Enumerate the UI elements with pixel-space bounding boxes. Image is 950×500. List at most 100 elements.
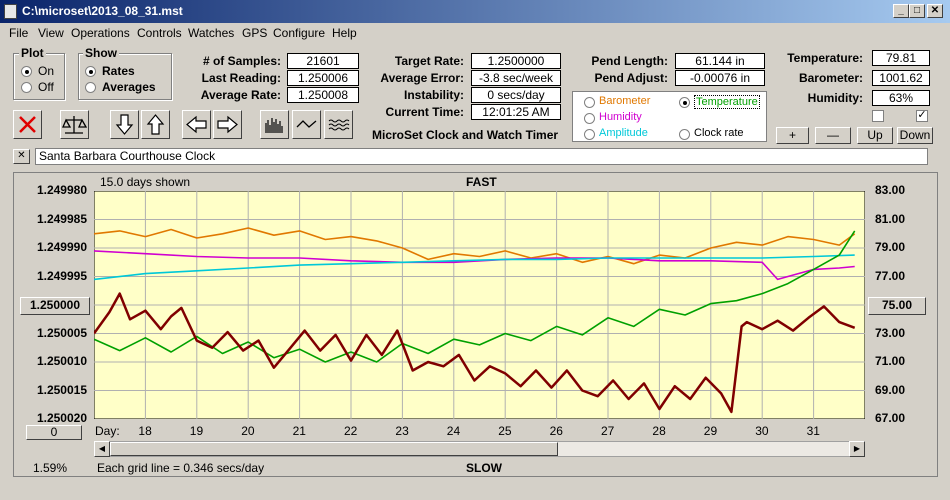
plot-on-label: On <box>38 64 55 78</box>
scroll-right-button[interactable]: ▶ <box>849 441 865 457</box>
menu-operations[interactable]: Operations <box>71 26 130 40</box>
x-tick-label: 27 <box>601 424 615 438</box>
menu-controls[interactable]: Controls <box>137 26 182 40</box>
menu-bar: File View Operations Controls Watches GP… <box>0 23 950 42</box>
average-error-label: Average Error: <box>380 71 464 85</box>
pend-adjust-value: -0.00076 in <box>675 70 765 86</box>
x-tick-label: 29 <box>703 424 718 438</box>
humidity-radio[interactable] <box>584 113 595 124</box>
x-tick-label: 18 <box>138 424 152 438</box>
target-rate-value: 1.2500000 <box>471 53 561 69</box>
last-reading-label: Last Reading: <box>201 71 281 85</box>
clockrate-radio[interactable] <box>679 129 690 140</box>
show-averages-radio[interactable] <box>85 82 96 93</box>
show-rates-label: Rates <box>102 64 135 78</box>
pend-length-label: Pend Length: <box>591 54 668 68</box>
arrow-down-icon <box>115 114 134 135</box>
right-center-button[interactable]: 75.00 <box>868 297 926 315</box>
right-tick-label: 77.00 <box>875 268 906 283</box>
scroll-left-button[interactable]: ◀ <box>94 441 110 457</box>
left-center-button[interactable]: 1.250000 <box>20 297 90 315</box>
close-window-button[interactable]: ✕ <box>927 4 943 18</box>
app-subtitle: MicroSet Clock and Watch Timer <box>372 128 559 142</box>
pend-adjust-label: Pend Adjust: <box>594 71 668 85</box>
line-chart-button[interactable] <box>292 110 321 139</box>
current-time-value: 12:01:25 AM <box>471 104 561 120</box>
menu-configure[interactable]: Configure <box>273 26 326 40</box>
description-input[interactable]: Santa Barbara Courthouse Clock <box>35 148 928 165</box>
chart-frame <box>13 172 938 477</box>
series-line-clockrate <box>94 292 856 414</box>
barometer-value: 1001.62 <box>872 70 930 86</box>
instability-value: 0 secs/day <box>471 87 561 103</box>
barometer-option: Barometer <box>599 95 651 107</box>
x-tick-label: 22 <box>344 424 358 438</box>
clear-description-button[interactable]: ✕ <box>13 149 30 164</box>
instability-label: Instability: <box>403 88 464 102</box>
scale-up-button[interactable]: Up <box>857 127 893 144</box>
temperature-option: Temperature <box>694 95 760 109</box>
move-left-button[interactable] <box>182 110 211 139</box>
x-tick-label: 25 <box>498 424 512 438</box>
amplitude-option: Amplitude <box>599 127 648 139</box>
scale-plus-button[interactable]: + <box>776 127 809 144</box>
left-tick-label: 1.250015 <box>36 382 87 397</box>
maximize-button[interactable]: □ <box>909 4 925 18</box>
clockrate-option: Clock rate <box>694 127 744 139</box>
pend-length-value: 61.144 in <box>675 53 765 69</box>
option-checkbox-2[interactable]: ✓ <box>916 109 928 122</box>
x-tick-label: 21 <box>292 424 306 438</box>
average-error-value: -3.8 sec/week <box>471 70 561 86</box>
menu-help[interactable]: Help <box>332 26 357 40</box>
right-tick-label: 83.00 <box>875 183 906 197</box>
current-time-label: Current Time: <box>385 105 464 119</box>
samples-label: # of Samples: <box>202 54 281 68</box>
title-bar: C:\microset\2013_08_31.mst _ □ ✕ <box>0 0 950 23</box>
temperature-label: Temperature: <box>787 51 863 65</box>
menu-gps[interactable]: GPS <box>242 26 268 40</box>
scale-minus-button[interactable]: — <box>815 127 851 144</box>
arrow-right-icon <box>217 115 238 134</box>
close-x-button[interactable] <box>13 110 42 139</box>
scrollbar-thumb[interactable] <box>110 442 558 456</box>
minimize-button[interactable]: _ <box>893 4 909 18</box>
x-tick-label: 30 <box>755 424 769 438</box>
menu-file[interactable]: File <box>9 26 29 40</box>
wave-button[interactable] <box>324 110 353 139</box>
move-down-button[interactable] <box>110 110 139 139</box>
arrow-left-icon <box>186 115 207 134</box>
series-line-barometer <box>94 227 856 265</box>
move-up-button[interactable] <box>141 110 170 139</box>
slow-label: SLOW <box>466 461 502 475</box>
plot-on-radio[interactable] <box>21 66 32 77</box>
plot-off-radio[interactable] <box>21 82 32 93</box>
scale-down-button[interactable]: Down <box>897 127 933 144</box>
plot-off-label: Off <box>38 80 54 94</box>
left-bottom-button[interactable]: 0 <box>26 425 82 440</box>
barometer-label: Barometer: <box>798 71 863 85</box>
histogram-button[interactable] <box>260 110 289 139</box>
amplitude-radio[interactable] <box>584 129 595 140</box>
humidity-value: 63% <box>872 90 930 106</box>
left-tick-label: 1.250020 <box>36 411 87 425</box>
temperature-radio[interactable] <box>679 97 690 108</box>
option-checkbox-1[interactable] <box>872 110 884 122</box>
average-rate-value: 1.250008 <box>287 87 359 103</box>
fast-label: FAST <box>466 175 497 189</box>
barometer-radio[interactable] <box>584 97 595 108</box>
zoom-level: 1.59% <box>33 461 68 475</box>
left-tick-label: 1.249980 <box>36 183 87 197</box>
sensor-selector <box>572 91 767 142</box>
wave-icon <box>328 119 350 131</box>
show-group-title: Show <box>83 46 119 60</box>
menu-view[interactable]: View <box>38 26 64 40</box>
series-line-amplitude <box>94 254 855 281</box>
show-rates-radio[interactable] <box>85 66 96 77</box>
balance-button[interactable] <box>60 110 89 139</box>
x-tick-label: 28 <box>652 424 666 438</box>
move-right-button[interactable] <box>213 110 242 139</box>
menu-watches[interactable]: Watches <box>188 26 235 40</box>
app-icon <box>4 4 17 19</box>
day-axis-label: Day: <box>95 424 120 438</box>
series-line-temperature <box>94 230 856 363</box>
